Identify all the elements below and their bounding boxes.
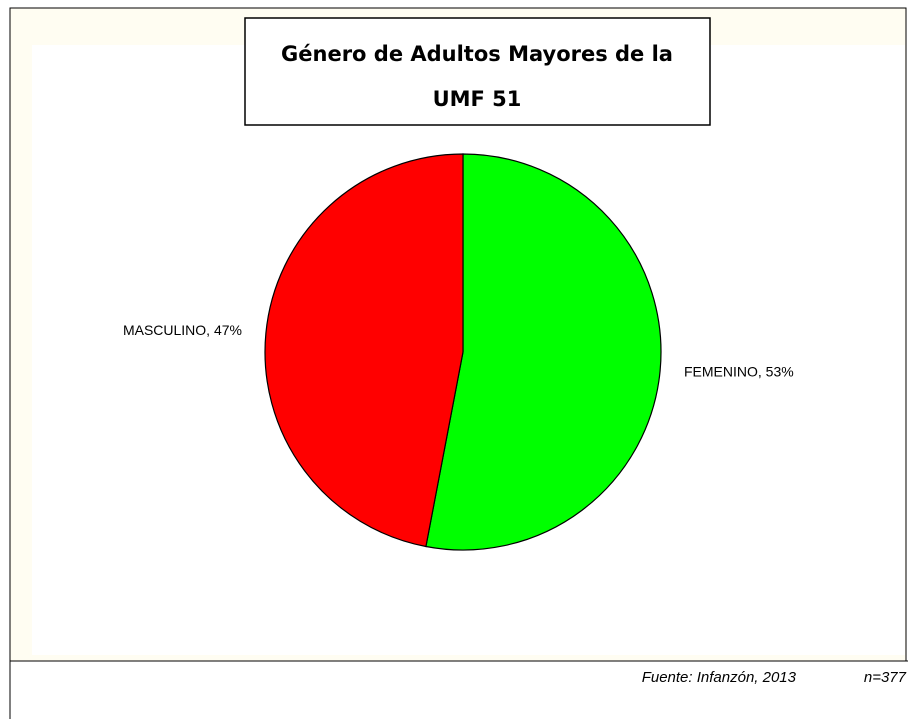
chart-title: UMF 51 (433, 87, 522, 111)
pie-slice (425, 153, 662, 551)
data-label: MASCULINO, 47% (123, 322, 242, 338)
pie-slice (264, 153, 464, 548)
chart-title: Género de Adultos Mayores de la (281, 42, 673, 66)
data-label: FEMENINO, 53% (684, 364, 794, 380)
sample-size: n=377 (864, 669, 907, 686)
source-note: Fuente: Infanzón, 2013 (642, 669, 797, 686)
title-box (244, 17, 711, 126)
